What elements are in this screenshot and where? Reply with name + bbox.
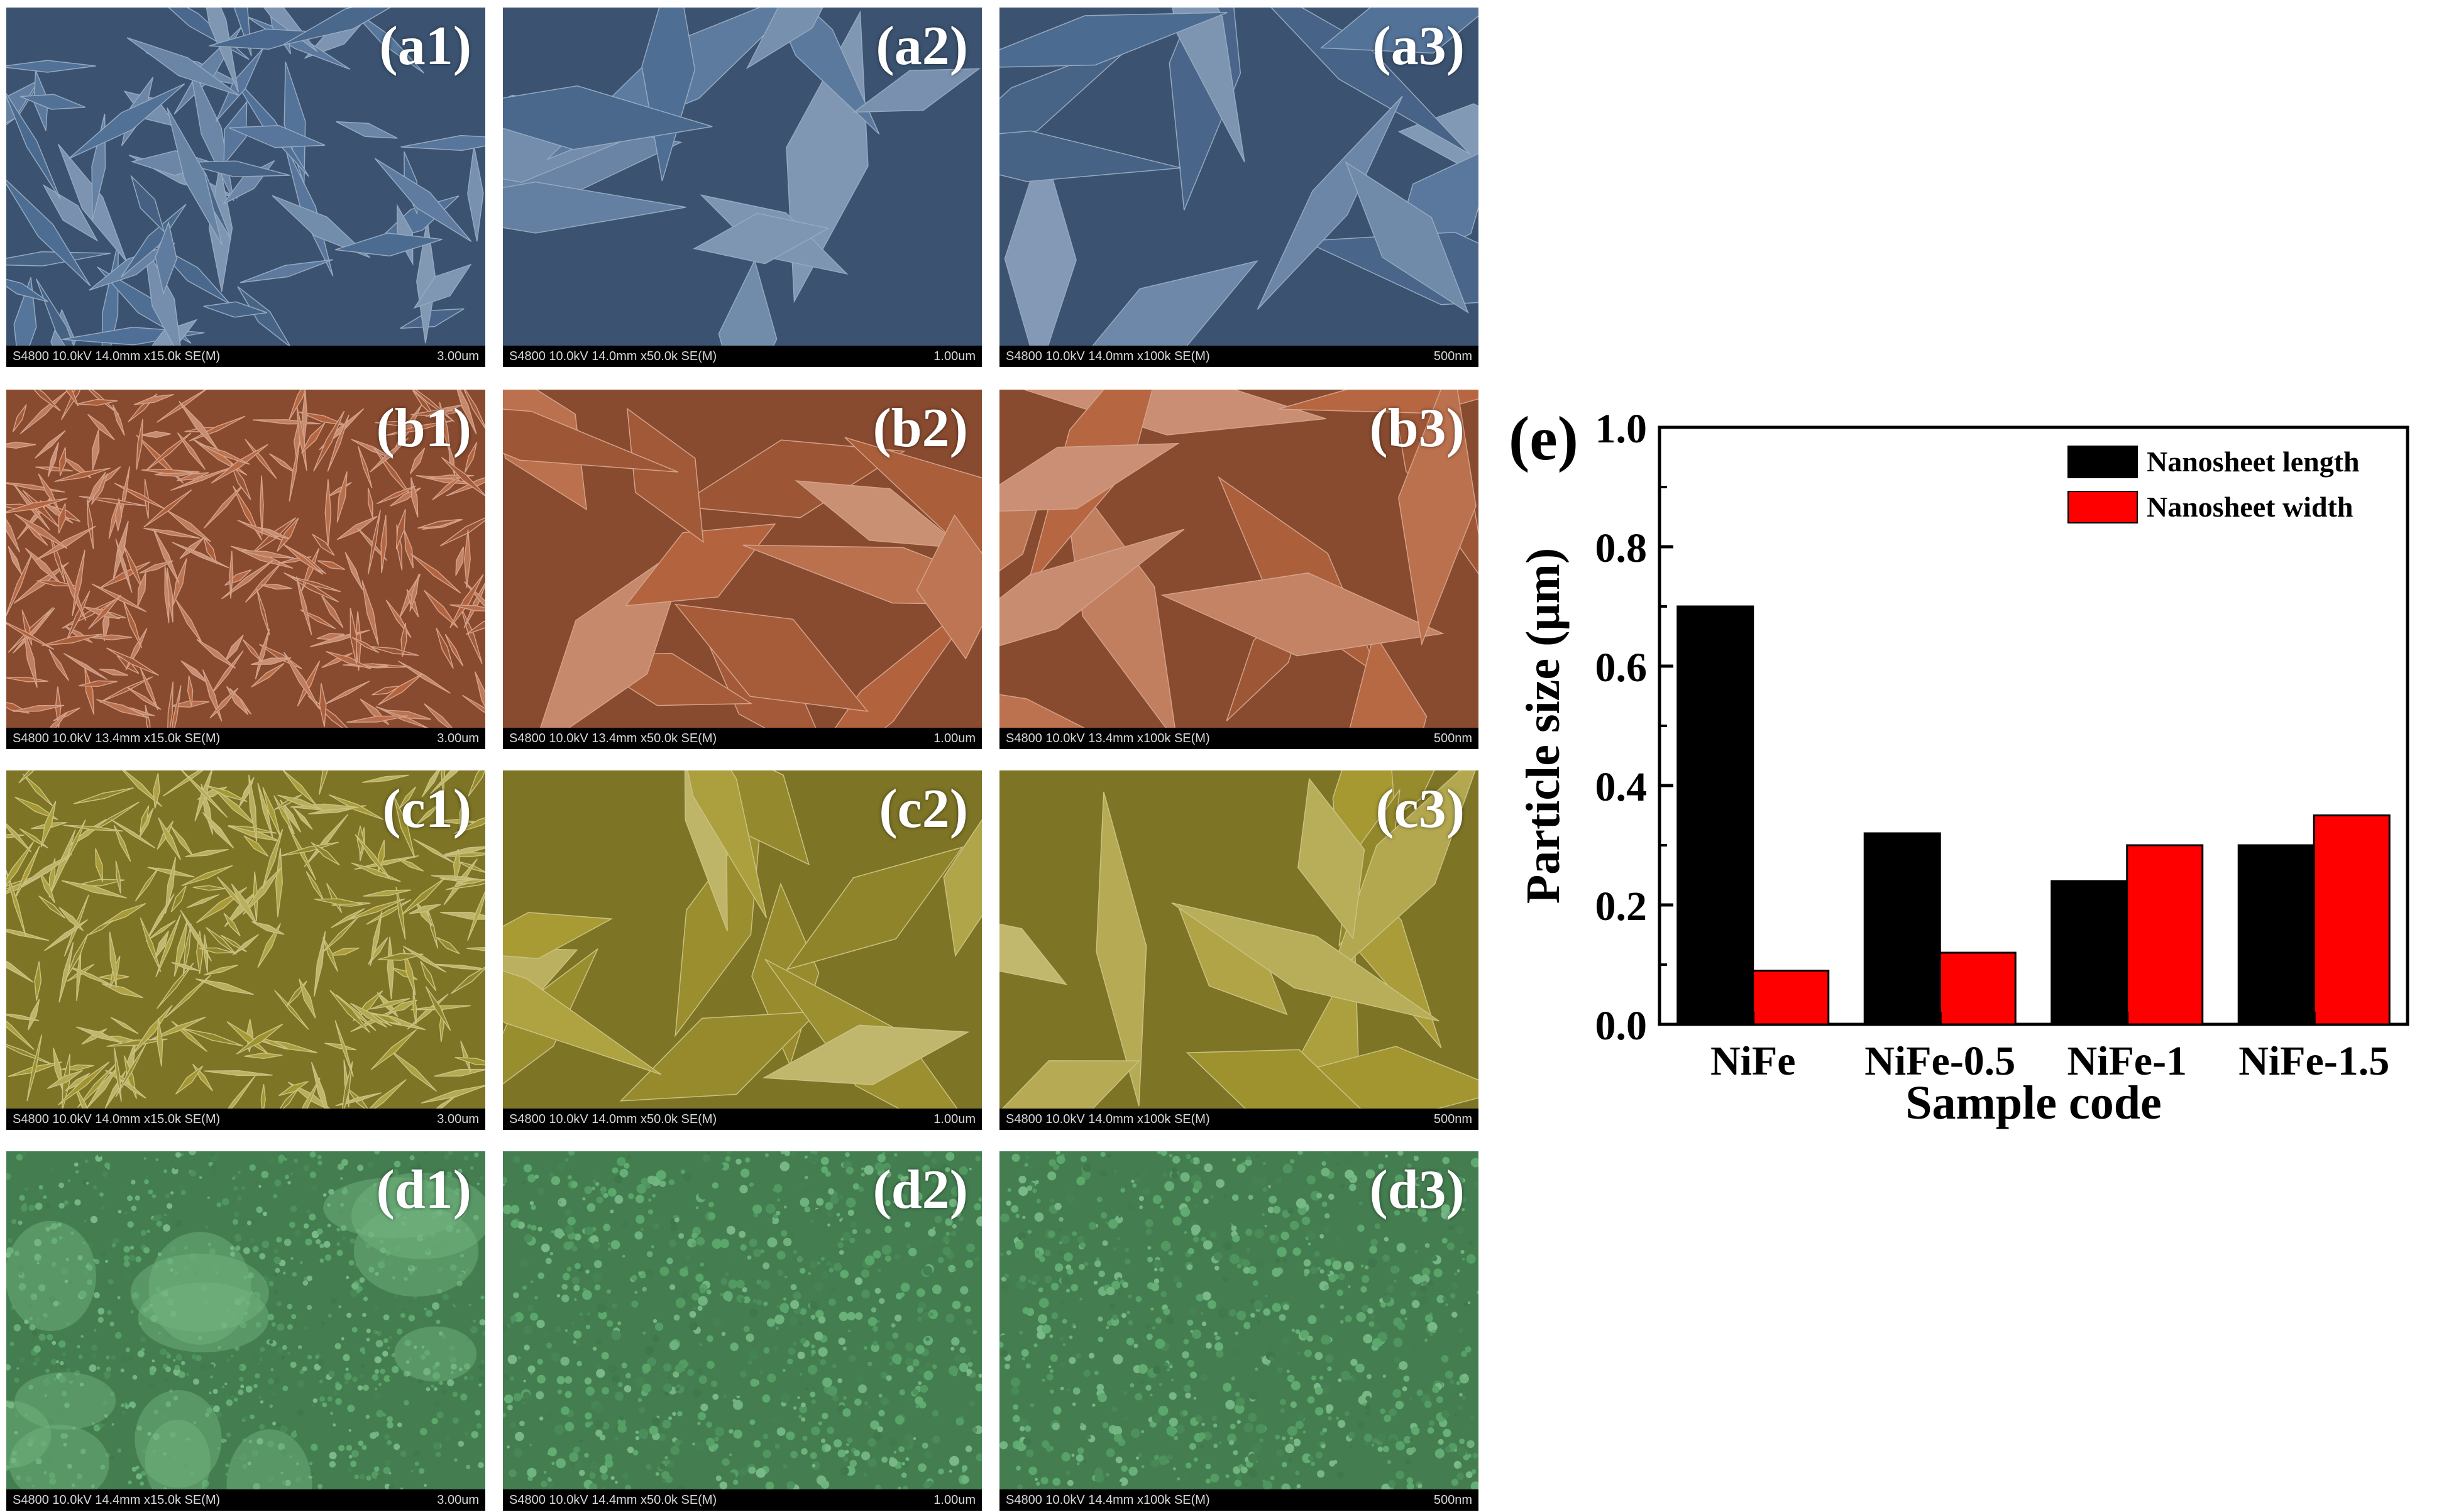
sem-micrograph-texture [503,8,981,367]
y-tick-label: 1.0 [1595,406,1648,452]
x-tick-label: NiFe-0.5 [1864,1038,2015,1084]
sem-micrograph-texture [6,1151,485,1511]
sem-panel-label: (b2) [872,398,968,459]
sem-panel-label: (b1) [376,398,471,459]
sem-panel-b3: (b3) S4800 10.0kV 13.4mm x100k SE(M) 500nm [999,390,1478,749]
sem-acquisition-meta: S4800 10.0kV 14.0mm x50.0k SE(M) [509,1112,717,1126]
sem-micrograph-texture [999,8,1478,367]
sem-info-bar: S4800 10.0kV 14.0mm x100k SE(M) 500nm [999,346,1478,367]
sem-panel-d3: (d3) S4800 10.0kV 14.4mm x100k SE(M) 500nm [999,1151,1478,1511]
sem-scale-bar-label: 3.00um [437,731,479,745]
sem-scale-bar-label: 3.00um [437,349,479,363]
bar-width [1939,951,2017,1026]
sem-panel-label: (d1) [376,1159,471,1220]
sem-scale-bar-label: 3.00um [437,1112,479,1126]
x-tick-label: NiFe-1 [2067,1038,2187,1084]
sem-acquisition-meta: S4800 10.0kV 14.0mm x100k SE(M) [1006,1112,1210,1126]
sem-acquisition-meta: S4800 10.0kV 13.4mm x50.0k SE(M) [509,731,717,745]
sem-panel-a3: (a3) S4800 10.0kV 14.0mm x100k SE(M) 500nm [999,8,1478,367]
sem-scale-bar-label: 3.00um [437,1493,479,1507]
sem-micrograph-texture [503,1151,982,1492]
sem-panel-label: (a3) [1372,16,1465,77]
sem-info-bar: S4800 10.0kV 13.4mm x100k SE(M) 500nm [999,728,1478,749]
sem-micrograph-texture [503,770,982,1130]
sem-acquisition-meta: S4800 10.0kV 14.0mm x100k SE(M) [1006,349,1210,363]
sem-panel-label: (c3) [1375,779,1465,840]
sem-info-bar: S4800 10.0kV 14.4mm x50.0k SE(M) 1.00um [503,1489,982,1511]
sem-micrograph-texture [6,8,485,367]
sem-acquisition-meta: S4800 10.0kV 14.4mm x50.0k SE(M) [509,1493,717,1507]
legend-swatch [2067,446,2138,478]
sem-info-bar: S4800 10.0kV 13.4mm x50.0k SE(M) 1.00um [503,728,982,749]
sem-micrograph-texture [503,390,982,749]
bar-length [2237,844,2315,1026]
y-tick-label: 0.2 [1595,884,1648,929]
sem-info-bar: S4800 10.0kV 14.0mm x15.0k SE(M) 3.00um [6,1109,485,1130]
sem-acquisition-meta: S4800 10.0kV 14.0mm x15.0k SE(M) [13,349,221,363]
sem-panel-label: (c1) [382,779,471,840]
bar-length [1863,832,1941,1026]
sem-panel-c1: (c1) S4800 10.0kV 14.0mm x15.0k SE(M) 3.00… [6,770,485,1130]
sem-panel-a1: (a1) S4800 10.0kV 14.0mm x15.0k SE(M) 3.00… [6,8,485,367]
sem-scale-bar-label: 1.00um [933,731,976,745]
sem-scale-bar-label: 500nm [1433,1112,1472,1126]
sem-micrograph-texture [999,1151,1478,1493]
x-tick-label: NiFe [1710,1038,1796,1084]
sem-panel-label: (a1) [379,16,471,77]
bar-length [1676,605,1754,1026]
sem-panel-c2: (c2) S4800 10.0kV 14.0mm x50.0k SE(M) 1.00… [503,770,982,1130]
sem-panel-label: (b3) [1369,398,1465,459]
y-tick-label: 0.0 [1595,1003,1648,1049]
sem-info-bar: S4800 10.0kV 14.4mm x15.0k SE(M) 3.00um [6,1489,485,1511]
sem-acquisition-meta: S4800 10.0kV 14.4mm x100k SE(M) [1006,1493,1210,1507]
sem-acquisition-meta: S4800 10.0kV 14.0mm x15.0k SE(M) [13,1112,221,1126]
sem-scale-bar-label: 500nm [1433,731,1472,745]
sem-info-bar: S4800 10.0kV 13.4mm x15.0k SE(M) 3.00um [6,728,485,749]
sem-micrograph-texture [999,770,1478,1130]
sem-panel-b2: (b2) S4800 10.0kV 13.4mm x50.0k SE(M) 1.00… [503,390,982,749]
sem-acquisition-meta: S4800 10.0kV 13.4mm x15.0k SE(M) [13,731,221,745]
sem-scale-bar-label: 500nm [1433,1493,1472,1507]
sem-acquisition-meta: S4800 10.0kV 13.4mm x100k SE(M) [1006,731,1210,745]
sem-panel-label: (d2) [872,1159,968,1220]
bar-length [2050,880,2128,1026]
sem-scale-bar-label: 500nm [1433,349,1472,363]
x-tick-label: NiFe-1.5 [2238,1038,2389,1084]
sem-scale-bar-label: 1.00um [933,349,976,363]
x-axis-title: Sample code [1905,1076,2161,1129]
sem-panel-label: (c2) [879,779,968,840]
y-tick-label: 0.6 [1595,645,1648,691]
bar-width [2126,844,2204,1026]
sem-info-bar: S4800 10.0kV 14.4mm x100k SE(M) 500nm [999,1489,1478,1511]
sem-panel-label: (d3) [1369,1159,1465,1220]
sem-scale-bar-label: 1.00um [933,1493,976,1507]
y-tick-label: 0.8 [1595,525,1648,571]
particle-size-bar-chart: 0.0 0.2 0.4 0.6 0.8 1.0 NiFe NiFe-0.5 NiFe-1 NiFe… [1517,406,2409,1129]
sem-info-bar: S4800 10.0kV 14.0mm x50.0k SE(M) 1.00um [503,346,982,367]
sem-panel-d1: (d1) S4800 10.0kV 14.4mm x15.0k SE(M) 3.00… [6,1151,485,1511]
bar-width [2313,814,2391,1026]
bar-width [1752,970,1830,1026]
sem-panel-c3: (c3) S4800 10.0kV 14.0mm x100k SE(M) 500nm [999,770,1478,1130]
sem-info-bar: S4800 10.0kV 14.0mm x50.0k SE(M) 1.00um [503,1109,982,1130]
y-tick-label: 0.4 [1595,764,1648,810]
sem-info-bar: S4800 10.0kV 14.0mm x15.0k SE(M) 3.00um [6,346,485,367]
sem-acquisition-meta: S4800 10.0kV 14.4mm x15.0k SE(M) [13,1493,221,1507]
sem-panel-b1: (b1) S4800 10.0kV 13.4mm x15.0k SE(M) 3.00… [6,390,485,749]
sem-panel-a2: (a2) S4800 10.0kV 14.0mm x50.0k SE(M) 1.00… [503,8,982,367]
legend-swatch [2067,491,2138,523]
sem-micrograph-texture [6,390,485,749]
sem-acquisition-meta: S4800 10.0kV 14.0mm x50.0k SE(M) [509,349,717,363]
sem-info-bar: S4800 10.0kV 14.0mm x100k SE(M) 500nm [999,1109,1478,1130]
sem-scale-bar-label: 1.00um [933,1112,976,1126]
chart-panel-label: (e) [1509,403,1578,473]
sem-panel-d2: (d2) S4800 10.0kV 14.4mm x50.0k SE(M) 1.00… [503,1151,982,1511]
sem-micrograph-texture [6,770,485,1130]
legend-entry: Nanosheet width [2147,491,2353,523]
sem-panel-label: (a2) [876,16,968,77]
y-axis-title: Particle size (μm) [1517,548,1570,904]
legend-entry: Nanosheet length [2147,446,2360,478]
